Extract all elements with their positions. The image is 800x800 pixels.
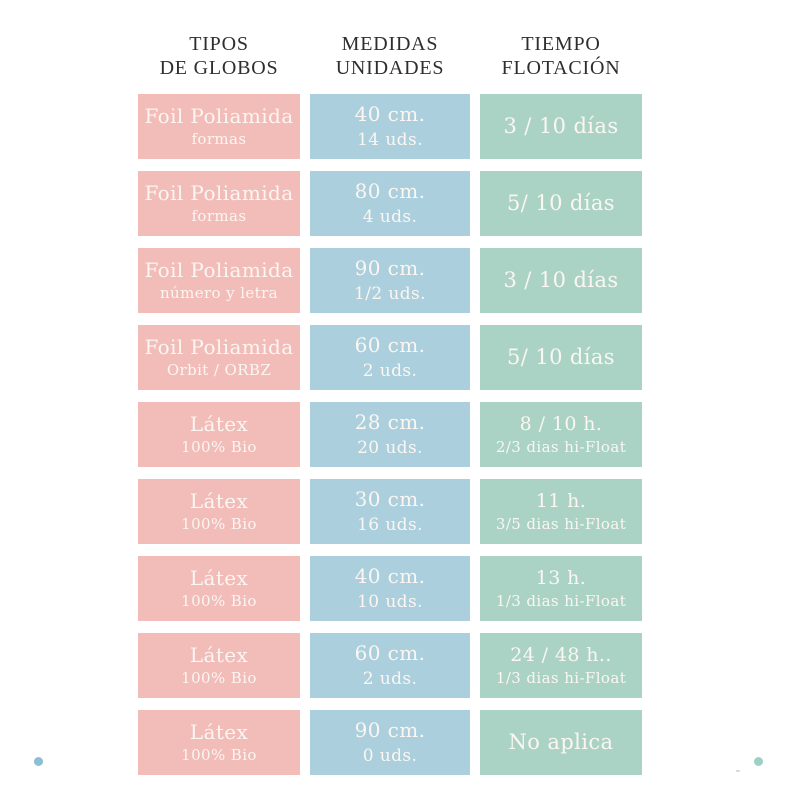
float-time-cell: 13 h. 1/3 dias hi-Float xyxy=(480,556,642,621)
header-line: DE GLOBOS xyxy=(159,57,279,79)
cell-secondary-text: formas xyxy=(191,206,247,225)
cell-primary-text: 30 cm. xyxy=(354,487,426,511)
cell-primary-text: 80 cm. xyxy=(354,179,426,203)
cell-secondary-text: 4 uds. xyxy=(362,207,418,227)
cell-primary-text: Látex xyxy=(189,488,249,513)
float-time-cell: 24 / 48 h.. 1/3 dias hi-Float xyxy=(480,633,642,698)
cell-primary-text: Látex xyxy=(189,411,249,436)
float-time-cell: 5/ 10 días xyxy=(480,325,642,390)
cell-secondary-text: 20 uds. xyxy=(357,438,423,458)
flotation-table: TIPOS DE GLOBOS MEDIDAS UNIDADES TIEMPO … xyxy=(138,30,642,775)
cell-primary-text: 5/ 10 días xyxy=(507,191,615,215)
size-units-cell: 30 cm. 16 uds. xyxy=(310,479,470,544)
float-time-cell: 8 / 10 h. 2/3 dias hi-Float xyxy=(480,402,642,467)
cell-secondary-text: 3/5 dias hi-Float xyxy=(495,514,627,533)
size-units-cell: 60 cm. 2 uds. xyxy=(310,325,470,390)
header-line: TIPOS xyxy=(189,33,249,55)
float-time-cell: 3 / 10 días xyxy=(480,94,642,159)
cell-secondary-text: 1/2 uds. xyxy=(354,284,426,304)
cell-primary-text: 40 cm. xyxy=(354,564,426,588)
header-line: FLOTACIÓN xyxy=(501,57,621,79)
header-line: MEDIDAS xyxy=(341,33,439,55)
cell-primary-text: 28 cm. xyxy=(354,410,426,434)
cell-primary-text: 90 cm. xyxy=(354,718,426,742)
float-time-cell: 5/ 10 días xyxy=(480,171,642,236)
cell-primary-text: Látex xyxy=(189,642,249,667)
cell-primary-text: Látex xyxy=(189,565,249,590)
cell-secondary-text: 100% Bio xyxy=(181,437,257,456)
cell-secondary-text: 1/3 dias hi-Float xyxy=(495,668,627,687)
cell-secondary-text: 0 uds. xyxy=(362,746,418,766)
cell-secondary-text: 2/3 dias hi-Float xyxy=(495,437,627,456)
cell-primary-text: No aplica xyxy=(508,730,614,754)
size-units-cell: 40 cm. 14 uds. xyxy=(310,94,470,159)
column-header-medidas-unidades: MEDIDAS UNIDADES xyxy=(310,30,470,82)
cell-primary-text: Foil Poliamida xyxy=(144,257,294,282)
column-header-tiempo-flotacion: TIEMPO FLOTACIÓN xyxy=(480,30,642,82)
cell-primary-text: 3 / 10 días xyxy=(503,268,619,292)
cell-primary-text: 60 cm. xyxy=(354,641,426,665)
cell-primary-text: 11 h. xyxy=(535,489,587,512)
cell-primary-text: Foil Poliamida xyxy=(144,103,294,128)
size-units-cell: 90 cm. 0 uds. xyxy=(310,710,470,775)
size-units-cell: 60 cm. 2 uds. xyxy=(310,633,470,698)
size-units-cell: 40 cm. 10 uds. xyxy=(310,556,470,621)
cell-primary-text: 60 cm. xyxy=(354,333,426,357)
cell-secondary-text: 2 uds. xyxy=(362,669,418,689)
balloon-type-cell: Látex 100% Bio xyxy=(138,633,300,698)
decorative-dot-right xyxy=(754,757,763,766)
header-line: TIEMPO xyxy=(521,33,601,55)
size-units-cell: 28 cm. 20 uds. xyxy=(310,402,470,467)
cell-secondary-text: 1/3 dias hi-Float xyxy=(495,591,627,610)
cell-primary-text: 3 / 10 días xyxy=(503,114,619,138)
balloon-type-cell: Foil Poliamida Orbit / ORBZ xyxy=(138,325,300,390)
cell-primary-text: 40 cm. xyxy=(354,102,426,126)
size-units-cell: 80 cm. 4 uds. xyxy=(310,171,470,236)
cell-primary-text: 13 h. xyxy=(535,566,587,589)
cell-primary-text: 24 / 48 h.. xyxy=(510,643,612,666)
header-line: UNIDADES xyxy=(335,57,445,79)
float-time-cell: No aplica xyxy=(480,710,642,775)
column-header-tipos-de-globos: TIPOS DE GLOBOS xyxy=(138,30,300,82)
balloon-type-cell: Foil Poliamida formas xyxy=(138,171,300,236)
cell-primary-text: Látex xyxy=(189,719,249,744)
balloon-type-cell: Foil Poliamida número y letra xyxy=(138,248,300,313)
cell-secondary-text: 100% Bio xyxy=(181,668,257,687)
balloon-type-cell: Látex 100% Bio xyxy=(138,479,300,544)
cell-secondary-text: 100% Bio xyxy=(181,514,257,533)
cell-primary-text: 8 / 10 h. xyxy=(519,412,603,435)
cell-secondary-text: 16 uds. xyxy=(357,515,423,535)
decorative-speck xyxy=(736,770,740,772)
cell-secondary-text: 100% Bio xyxy=(181,591,257,610)
cell-secondary-text: Orbit / ORBZ xyxy=(166,360,272,379)
balloon-type-cell: Látex 100% Bio xyxy=(138,710,300,775)
cell-secondary-text: 100% Bio xyxy=(181,745,257,764)
balloon-type-cell: Látex 100% Bio xyxy=(138,402,300,467)
cell-primary-text: 5/ 10 días xyxy=(507,345,615,369)
cell-secondary-text: número y letra xyxy=(159,283,279,302)
float-time-cell: 11 h. 3/5 dias hi-Float xyxy=(480,479,642,544)
cell-secondary-text: 2 uds. xyxy=(362,361,418,381)
cell-secondary-text: formas xyxy=(191,129,247,148)
cell-primary-text: 90 cm. xyxy=(354,256,426,280)
cell-primary-text: Foil Poliamida xyxy=(144,334,294,359)
cell-secondary-text: 14 uds. xyxy=(357,130,423,150)
size-units-cell: 90 cm. 1/2 uds. xyxy=(310,248,470,313)
float-time-cell: 3 / 10 días xyxy=(480,248,642,313)
balloon-type-cell: Látex 100% Bio xyxy=(138,556,300,621)
decorative-dot-left xyxy=(34,757,43,766)
cell-secondary-text: 10 uds. xyxy=(357,592,423,612)
balloon-type-cell: Foil Poliamida formas xyxy=(138,94,300,159)
cell-primary-text: Foil Poliamida xyxy=(144,180,294,205)
